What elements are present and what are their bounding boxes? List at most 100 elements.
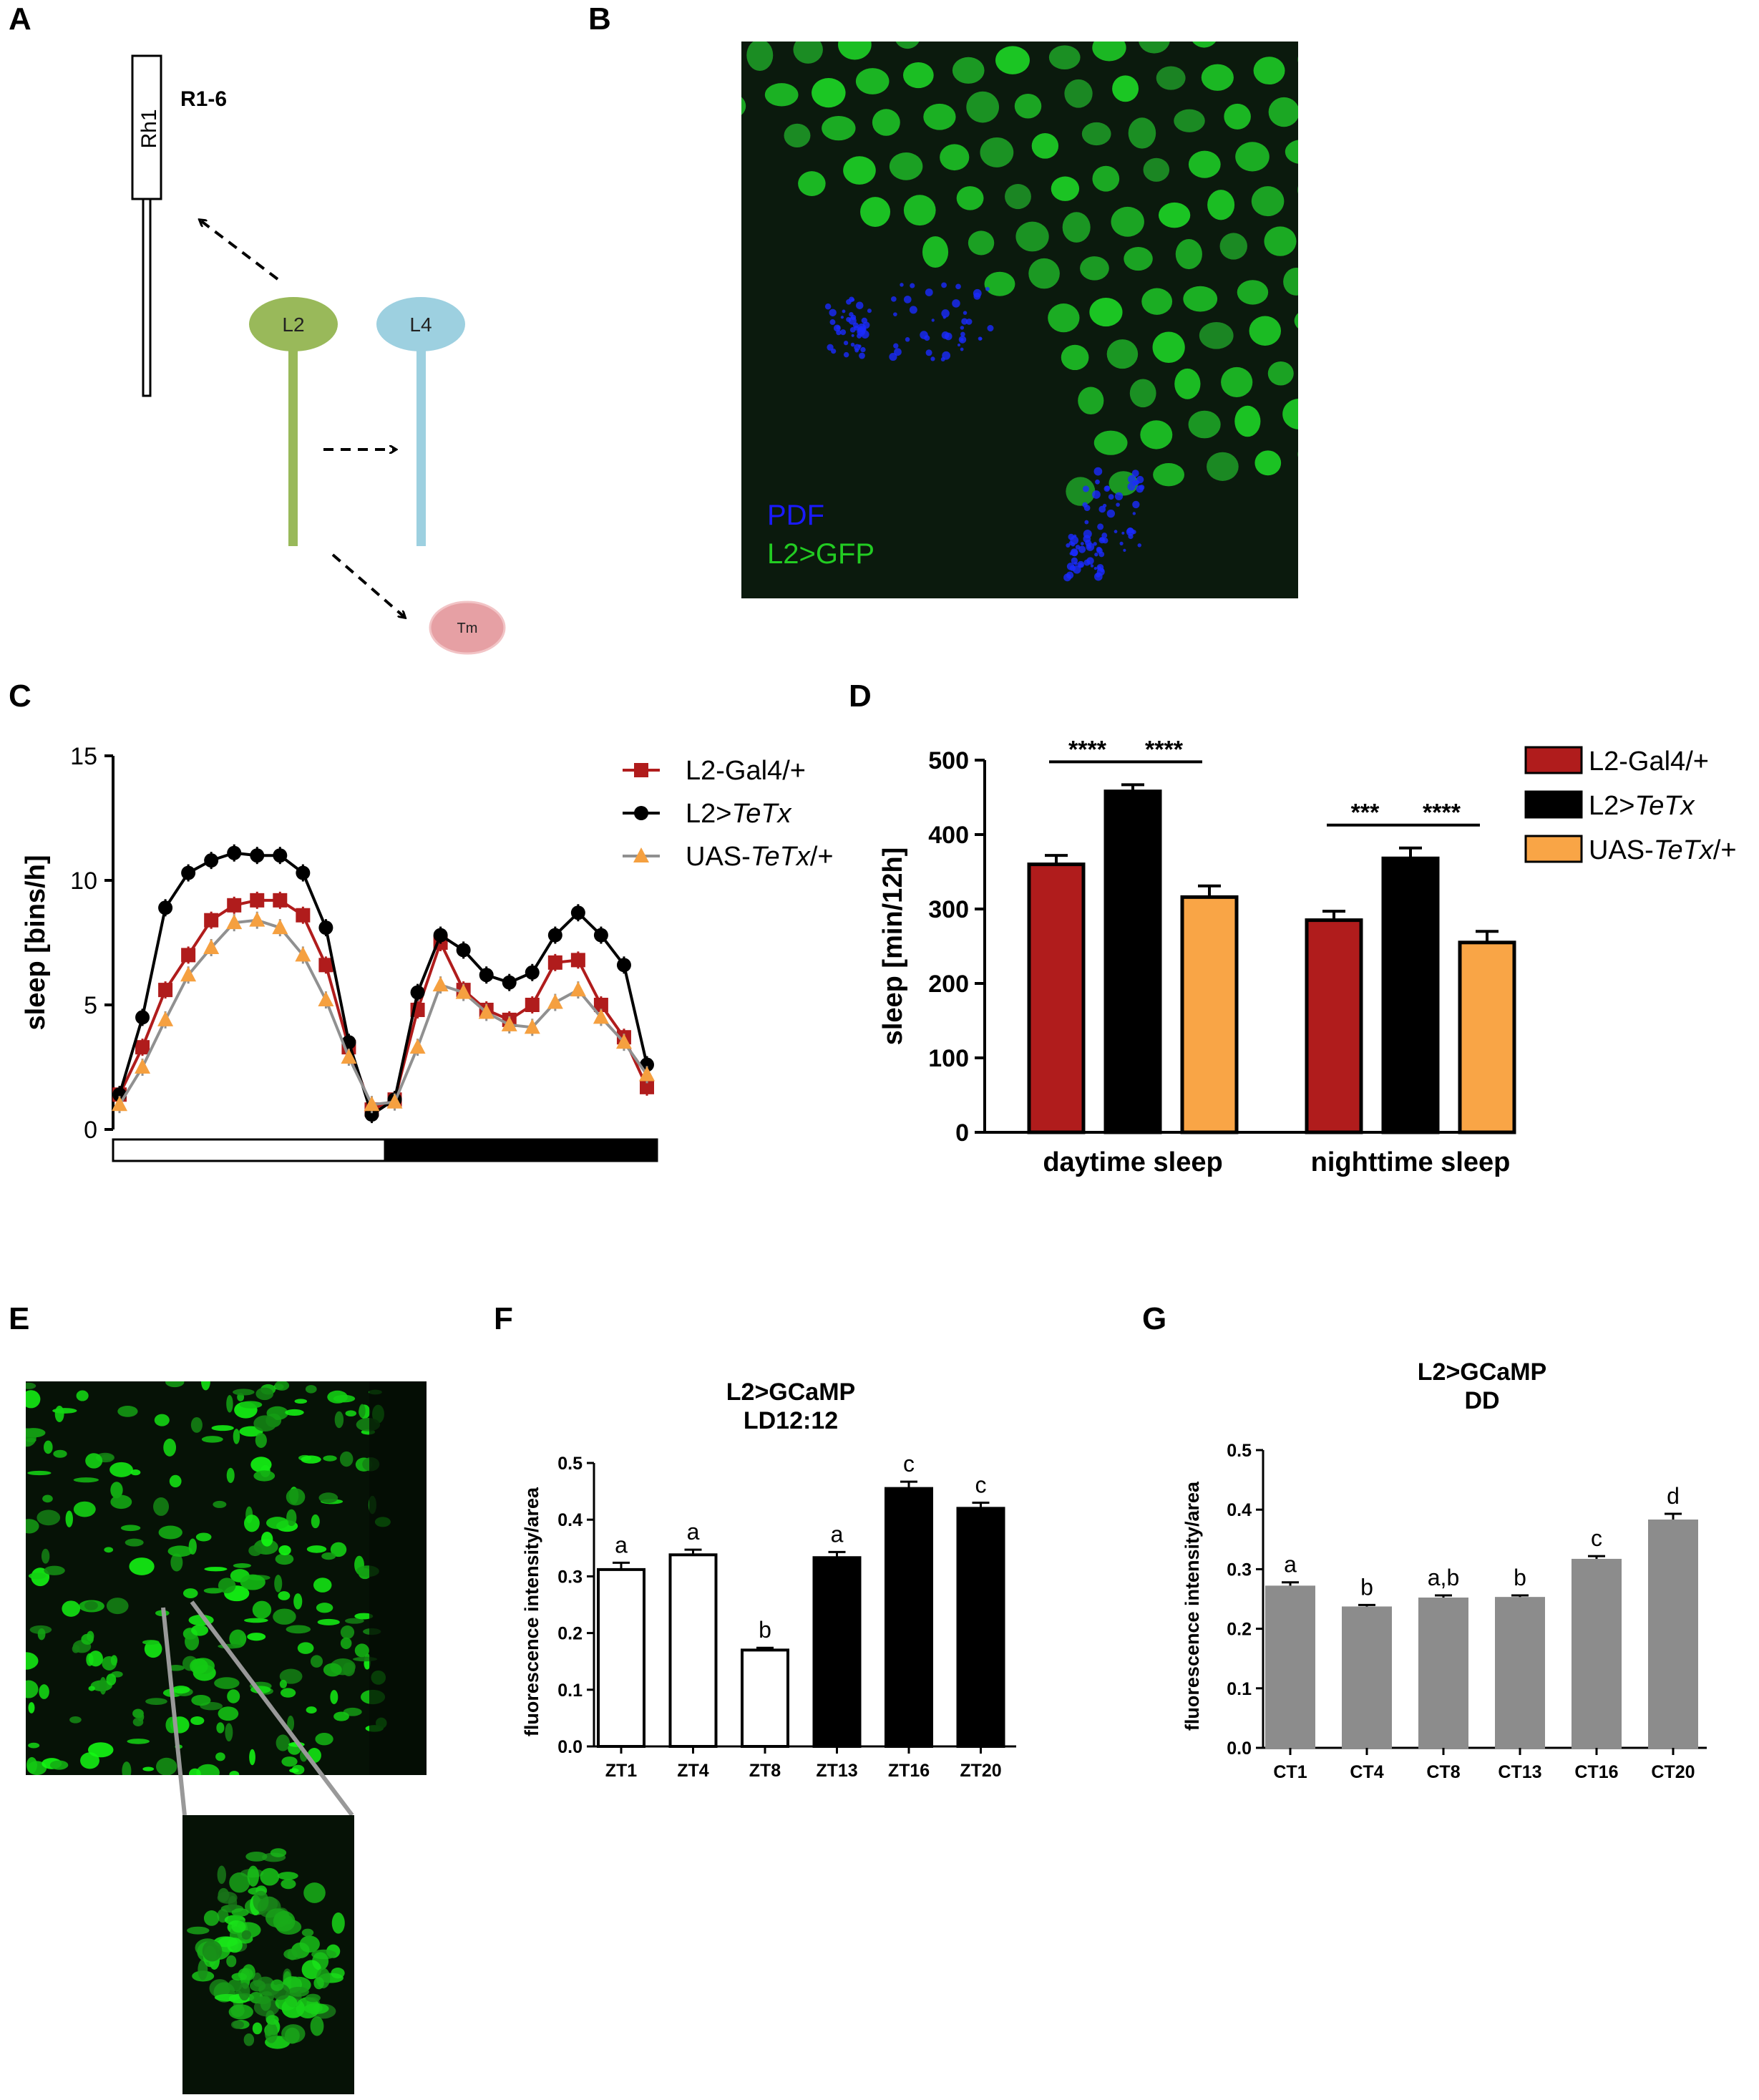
gcamp-signal <box>274 1381 290 1391</box>
gfp-cartridge <box>855 68 890 94</box>
gcamp-signal <box>117 1405 138 1417</box>
pdf-signal <box>1116 502 1120 507</box>
gfp-cartridge <box>966 91 1000 123</box>
gcamp-zoom-signal <box>231 1973 248 1981</box>
gfp-cartridge <box>1254 450 1282 476</box>
gcamp-signal <box>203 1588 223 1594</box>
pdf-signal <box>925 349 932 356</box>
gcamp-signal <box>333 1711 349 1721</box>
pdf-signal <box>903 296 912 303</box>
significance-letter: a <box>831 1521 844 1547</box>
data-point <box>525 998 540 1012</box>
y-tick-label: 0.4 <box>557 1510 583 1530</box>
data-point <box>227 845 242 860</box>
y-tick-label: 0 <box>84 1117 97 1144</box>
pdf-signal <box>893 312 897 317</box>
gfp-cartridge <box>1192 42 1217 48</box>
panel-label-a: A <box>9 1 31 37</box>
gcamp-signal <box>26 1680 39 1698</box>
gcamp-zoom-signal <box>331 1912 345 1934</box>
pdf-signal <box>859 352 865 359</box>
gfp-cartridge <box>1175 238 1202 270</box>
gfp-cartridge <box>889 152 923 180</box>
data-point <box>227 898 242 913</box>
gcamp-signal <box>339 1451 354 1467</box>
gcamp-zoom-signal <box>227 1938 243 1953</box>
gfp-cartridge <box>923 103 956 130</box>
gcamp-signal <box>354 1613 374 1620</box>
gcamp-zoom-signal <box>303 1882 326 1903</box>
gcamp-signal <box>310 1655 323 1668</box>
pdf-signal <box>1077 560 1085 568</box>
legend-swatch <box>1524 746 1583 774</box>
gcamp-signal <box>306 1706 317 1713</box>
gfp-cartridge <box>1005 183 1031 210</box>
y-axis-label: sleep [min/12h] <box>878 847 908 1046</box>
gfp-cartridge <box>1139 42 1170 54</box>
gcamp-signal <box>201 1436 223 1443</box>
gfp-cartridge <box>1158 202 1191 228</box>
significance-letter: a <box>687 1519 700 1545</box>
l2-neuron-body <box>249 297 338 351</box>
pdf-signal <box>940 357 945 362</box>
gcamp-signal <box>278 1591 291 1600</box>
gcamp-zoom-signal <box>265 2022 278 2043</box>
data-point <box>203 938 220 954</box>
gcamp-signal <box>81 1633 94 1645</box>
pdf-signal <box>944 332 952 341</box>
gfp-cartridge <box>1267 361 1294 386</box>
gcamp-signal <box>153 1497 170 1516</box>
gcamp-signal <box>191 1694 211 1706</box>
pdf-signal <box>1097 523 1104 530</box>
panel-b-micrograph: PDF L2>GFP <box>741 42 1298 598</box>
gcamp-signal <box>266 1406 288 1420</box>
rh1-rhabdomere <box>131 54 162 200</box>
pdf-signal <box>957 344 961 347</box>
significance-letter: c <box>903 1451 915 1477</box>
gcamp-signal <box>41 1548 50 1564</box>
x-category-label: CT13 <box>1498 1762 1541 1782</box>
data-point <box>547 928 562 943</box>
gcamp-zoom-signal <box>228 2004 253 2020</box>
data-point <box>296 908 311 923</box>
gcamp-zoom-signal <box>198 1959 208 1980</box>
gcamp-zoom-signal <box>243 2033 255 2046</box>
gcamp-signal <box>188 1538 197 1555</box>
pdf-signal <box>1093 467 1103 476</box>
pdf-signal <box>1102 503 1107 508</box>
gcamp-zoom-signal <box>271 1979 284 1991</box>
gcamp-zoom-signal <box>229 1872 250 1893</box>
gfp-cartridge <box>1183 286 1218 312</box>
y-tick-label: 0.2 <box>557 1624 583 1644</box>
gfp-cartridge <box>1297 185 1298 194</box>
r16-axon <box>142 198 152 397</box>
x-category-label: ZT20 <box>960 1761 1001 1781</box>
x-category-label: ZT13 <box>816 1761 857 1781</box>
gcamp-signal <box>172 1686 190 1694</box>
gfp-cartridge <box>1128 117 1156 149</box>
gfp-cartridge <box>1124 246 1153 271</box>
pdf-signal <box>920 331 928 339</box>
data-point <box>318 920 333 935</box>
y-tick-label: 500 <box>928 747 969 774</box>
gcamp-signal <box>201 1381 210 1391</box>
bar <box>1381 856 1440 1134</box>
pdf-signal <box>1095 479 1100 485</box>
gfp-cartridge <box>1014 93 1042 119</box>
gcamp-signal <box>218 1706 239 1721</box>
legend-marker <box>634 763 648 777</box>
pdf-signal <box>961 318 968 325</box>
panel-e-zoom-inset <box>182 1815 354 2094</box>
gcamp-signal <box>106 1598 129 1615</box>
pdf-signal <box>979 337 983 341</box>
gfp-cartridge <box>1081 122 1111 146</box>
x-category-label: CT1 <box>1273 1762 1307 1782</box>
gcamp-signal <box>65 1510 73 1527</box>
gfp-cartridge <box>1066 477 1096 506</box>
gcamp-signal <box>279 1668 303 1684</box>
gcamp-signal <box>195 1532 212 1542</box>
legend-label: L2>TeTx <box>686 799 793 829</box>
gcamp-signal <box>301 1455 321 1464</box>
legend-pdf-label: PDF <box>767 500 824 531</box>
gcamp-signal <box>84 1600 98 1610</box>
